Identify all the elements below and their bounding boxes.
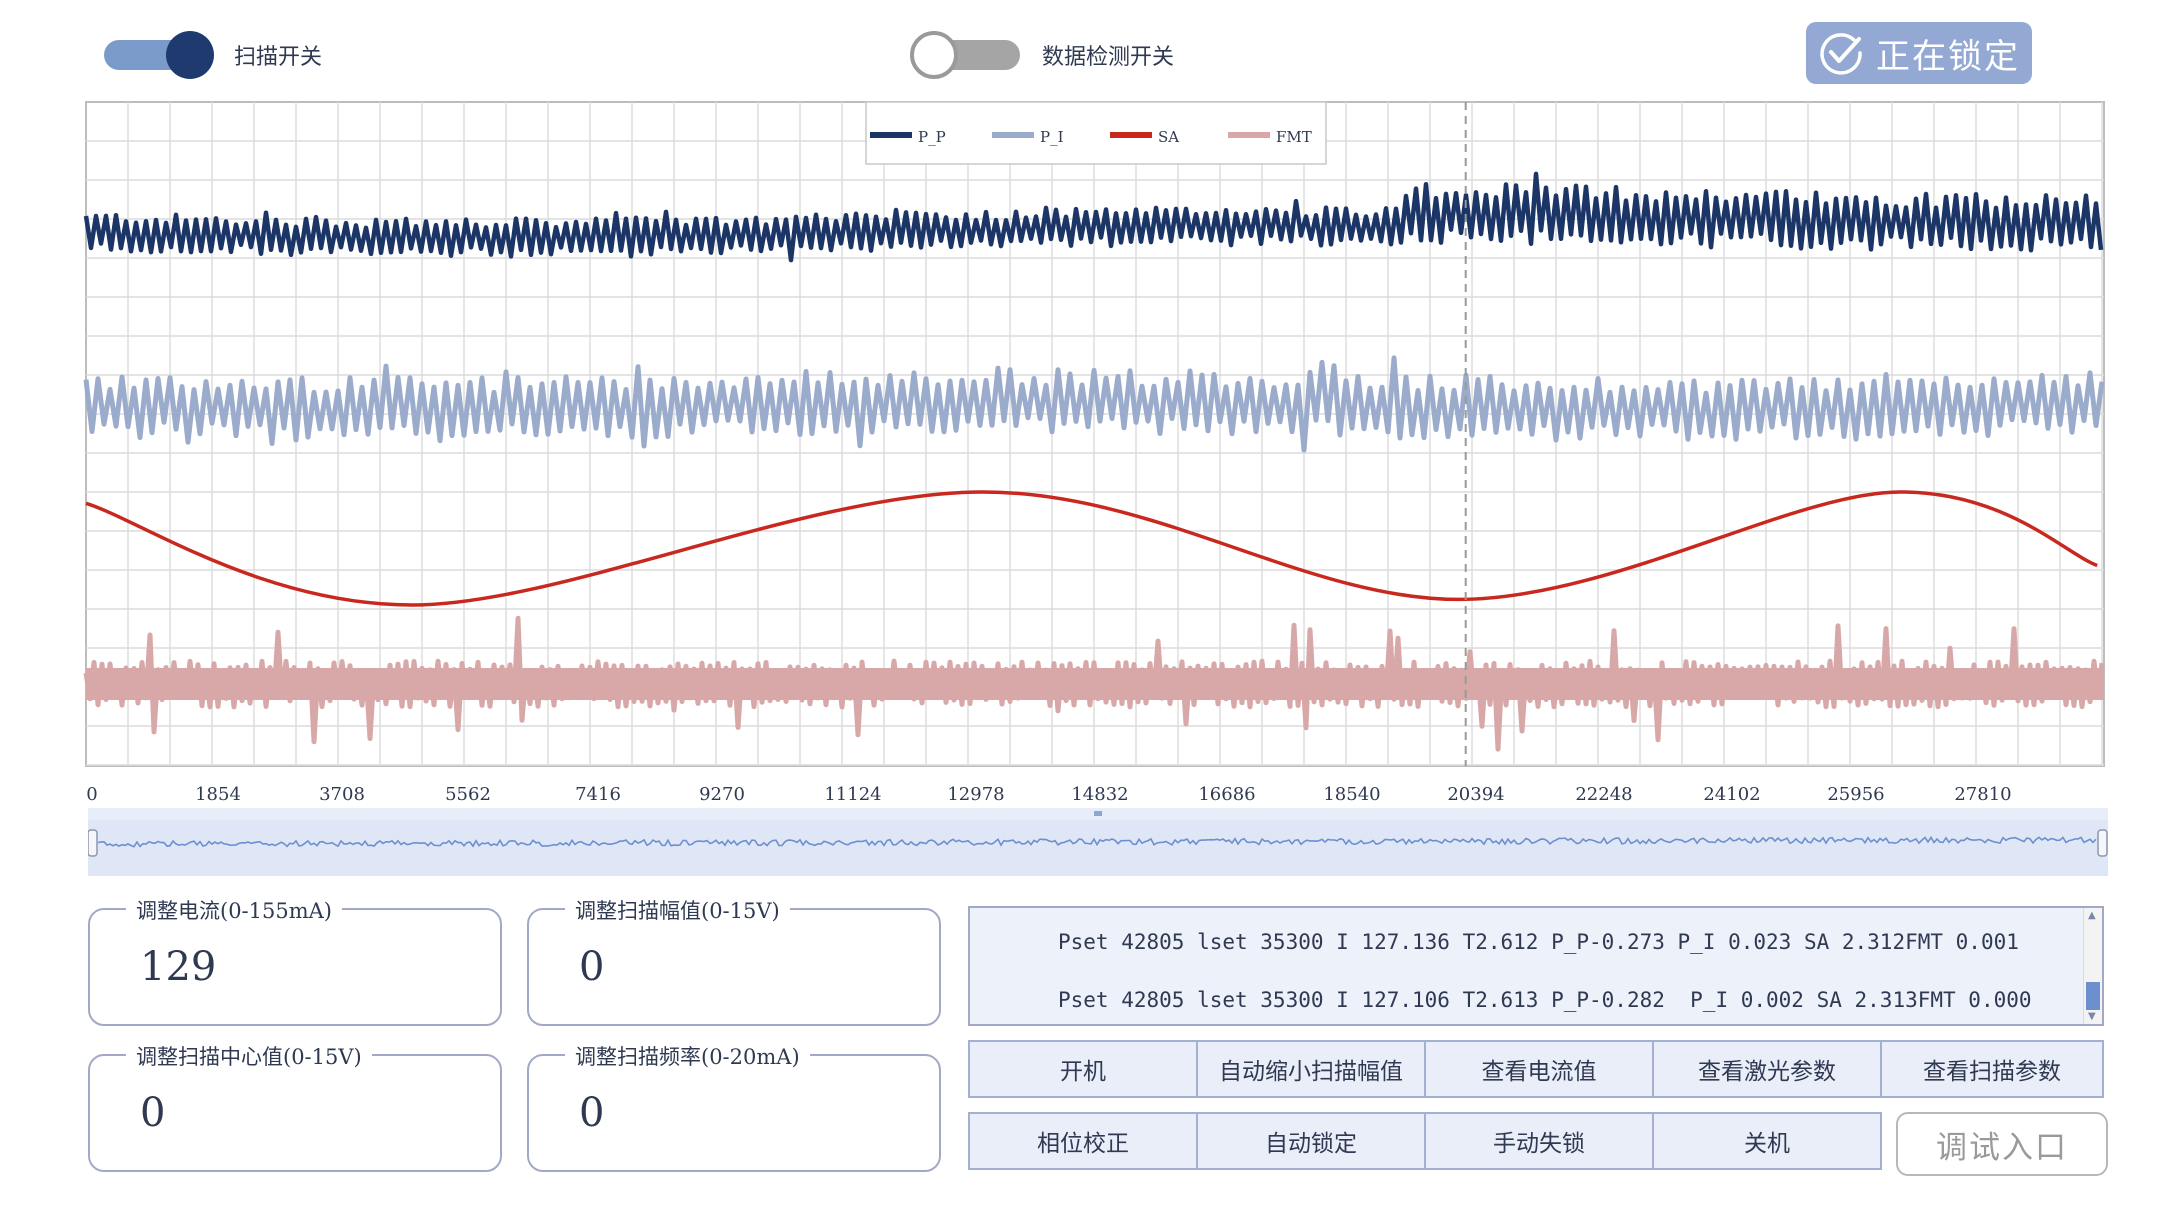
x-tick-label: 11124 [824,784,881,805]
range-handle-left[interactable] [88,829,98,857]
x-tick-label: 12978 [947,784,1004,805]
x-tick-label: 9270 [699,784,745,805]
lock-status-label: 正在锁定 [1876,36,2020,77]
current-field[interactable]: 调整电流(0-155mA) 129 [88,895,502,1026]
view-laser-params-button[interactable]: 查看激光参数 [1652,1040,1882,1098]
data-check-toggle-switch[interactable] [910,31,1020,79]
current-field-value[interactable]: 129 [140,944,217,990]
chart-legend: P_P P_I SA FMT [865,101,1327,165]
legend-swatch [1110,132,1152,138]
scroll-up-icon[interactable]: ▲ [2088,910,2096,921]
data-check-toggle-label: 数据检测开关 [1042,45,1175,70]
debug-entry-button[interactable]: 调试入口 [1896,1112,2108,1176]
data-check-toggle[interactable]: 数据检测开关 [910,31,1175,79]
x-tick-label: 18540 [1323,784,1380,805]
scan-toggle-label: 扫描开关 [234,45,323,70]
auto-reduce-amplitude-button[interactable]: 自动缩小扫描幅值 [1196,1040,1426,1098]
legend-label: P_P [918,128,946,146]
legend-swatch [992,132,1034,138]
lock-status-button[interactable]: 正在锁定 [1806,22,2032,84]
x-tick-label: 7416 [575,784,621,805]
legend-label: FMT [1276,128,1312,146]
x-tick-label: 14832 [1071,784,1128,805]
legend-swatch [1228,132,1270,138]
scan-center-field[interactable]: 调整扫描中心值(0-15V) 0 [88,1041,502,1172]
scan-center-field-value[interactable]: 0 [140,1090,166,1136]
scan-center-field-label: 调整扫描中心值(0-15V) [126,1041,372,1071]
series-fill-fmt [86,668,2104,700]
status-log[interactable]: Pset 42805 lset 35300 I 127.136 T2.612 P… [968,906,2104,1026]
series-line-p-p [83,171,2104,263]
scan-frequency-field-label: 调整扫描频率(0-20mA) [565,1041,810,1071]
x-tick-label: 1854 [195,784,241,805]
legend-swatch [870,132,912,138]
legend-label: SA [1158,128,1179,146]
x-tick-label: 20394 [1447,784,1504,805]
scroll-down-icon[interactable]: ▼ [2088,1011,2096,1022]
chart-range-slider[interactable] [88,808,2108,876]
scan-amplitude-field[interactable]: 调整扫描幅值(0-15V) 0 [527,895,941,1026]
power-on-button[interactable]: 开机 [968,1040,1198,1098]
auto-lock-button[interactable]: 自动锁定 [1196,1112,1426,1170]
range-handle-right[interactable] [2097,829,2108,857]
toggle-knob[interactable] [910,31,958,79]
scan-frequency-field-value[interactable]: 0 [579,1090,605,1136]
scan-amplitude-field-label: 调整扫描幅值(0-15V) [565,895,790,925]
signal-chart: P_P P_I SA FMT 0 1854 3708 5562 7416 9270 11124 12… [83,101,2105,805]
chart-series [83,171,2105,752]
current-field-label: 调整电流(0-155mA) [126,895,343,925]
log-scrollbar[interactable]: ▲ ▼ [2083,908,2102,1024]
x-tick-label: 0 [86,784,97,805]
x-tick-label: 24102 [1703,784,1760,805]
scroll-thumb[interactable] [2086,982,2100,1010]
scan-toggle-switch[interactable] [104,31,214,79]
scan-toggle[interactable]: 扫描开关 [104,31,323,79]
view-scan-params-button[interactable]: 查看扫描参数 [1880,1040,2104,1098]
log-line: Pset 42805 lset 35300 I 127.136 T2.612 P… [1058,930,2019,954]
x-tick-label: 27810 [1954,784,2011,805]
range-overview-line [97,835,2097,848]
log-line: Pset 42805 lset 35300 I 127.106 T2.613 P… [1058,988,2032,1012]
scan-frequency-field[interactable]: 调整扫描频率(0-20mA) 0 [527,1041,941,1172]
x-tick-label: 3708 [319,784,365,805]
toggle-knob[interactable] [166,31,214,79]
x-tick-label: 22248 [1575,784,1632,805]
view-current-button[interactable]: 查看电流值 [1424,1040,1654,1098]
series-line-p-i [83,355,2105,453]
legend-label: P_I [1040,128,1064,146]
x-tick-label: 25956 [1827,784,1884,805]
x-axis-ticks: 0 1854 3708 5562 7416 9270 11124 12978 14832 1668… [86,784,2011,805]
manual-unlock-button[interactable]: 手动失锁 [1424,1112,1654,1170]
power-off-button[interactable]: 关机 [1652,1112,1882,1170]
x-tick-label: 16686 [1198,784,1255,805]
x-tick-label: 5562 [445,784,491,805]
series-line-sa [85,490,2098,607]
scan-amplitude-field-value[interactable]: 0 [579,944,605,990]
phase-correction-button[interactable]: 相位校正 [968,1112,1198,1170]
check-circle-icon [1820,33,1862,75]
